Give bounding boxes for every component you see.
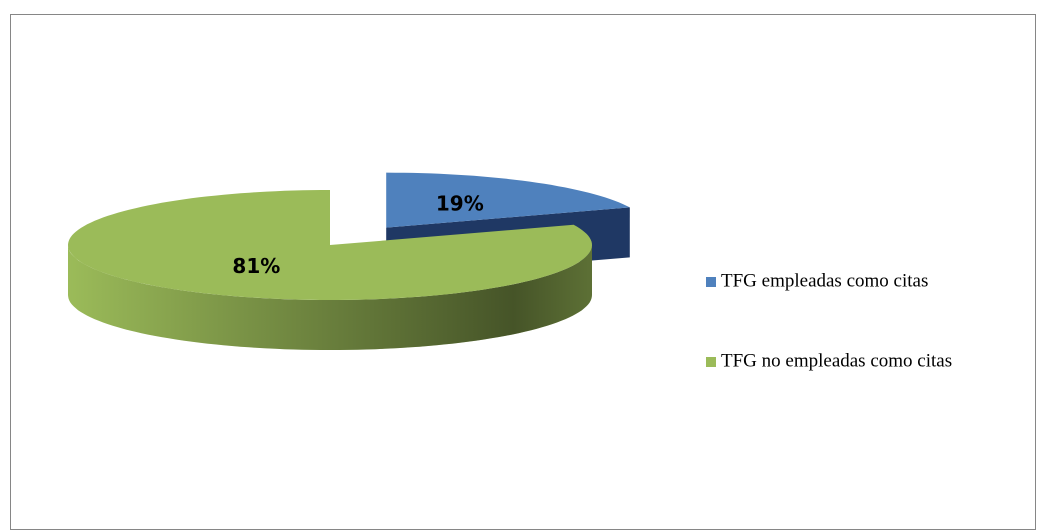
data-label: 19% — [436, 191, 484, 215]
slice-wall-shade — [68, 245, 592, 350]
legend-label: TFG no empleadas como citas — [721, 350, 952, 371]
legend-swatch — [706, 277, 716, 287]
data-label: 81% — [232, 254, 280, 278]
legend-label: TFG empleadas como citas — [721, 270, 928, 291]
slice — [68, 190, 592, 300]
slice — [386, 172, 630, 228]
legend-swatch — [706, 357, 716, 367]
